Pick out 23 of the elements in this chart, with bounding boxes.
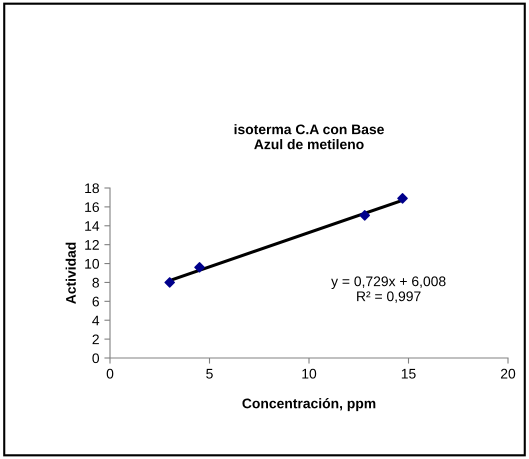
x-tick-label: 10 <box>302 368 316 379</box>
y-tick-label: 10 <box>85 258 100 269</box>
y-tick-label: 8 <box>92 278 99 288</box>
x-tick-label: 15 <box>402 368 416 379</box>
y-tick-label: 4 <box>92 316 100 326</box>
y-axis-title: Actividad <box>66 242 76 304</box>
y-tick-label: 16 <box>85 202 99 212</box>
y-tick-label: 14 <box>85 221 100 231</box>
y-tick-label: 18 <box>85 183 99 194</box>
x-tick-label: 5 <box>206 368 213 379</box>
annotation: y = 0,729x + 6,008 R² = 0,997 <box>331 276 446 303</box>
point <box>397 193 408 204</box>
point <box>164 277 175 288</box>
chart-title: isoterma C.A con Base Azul de metileno <box>234 124 384 150</box>
x-tick-label: 20 <box>500 368 516 379</box>
y-tick-label: 2 <box>92 334 99 344</box>
y-tick-label: 6 <box>92 296 99 307</box>
x-tick-label: 0 <box>106 368 114 379</box>
point <box>359 210 370 221</box>
point <box>194 262 205 273</box>
x-axis-title: Concentración, ppm <box>242 398 376 412</box>
y-tick-label: 12 <box>85 240 99 250</box>
y-tick-label: 0 <box>92 353 100 364</box>
